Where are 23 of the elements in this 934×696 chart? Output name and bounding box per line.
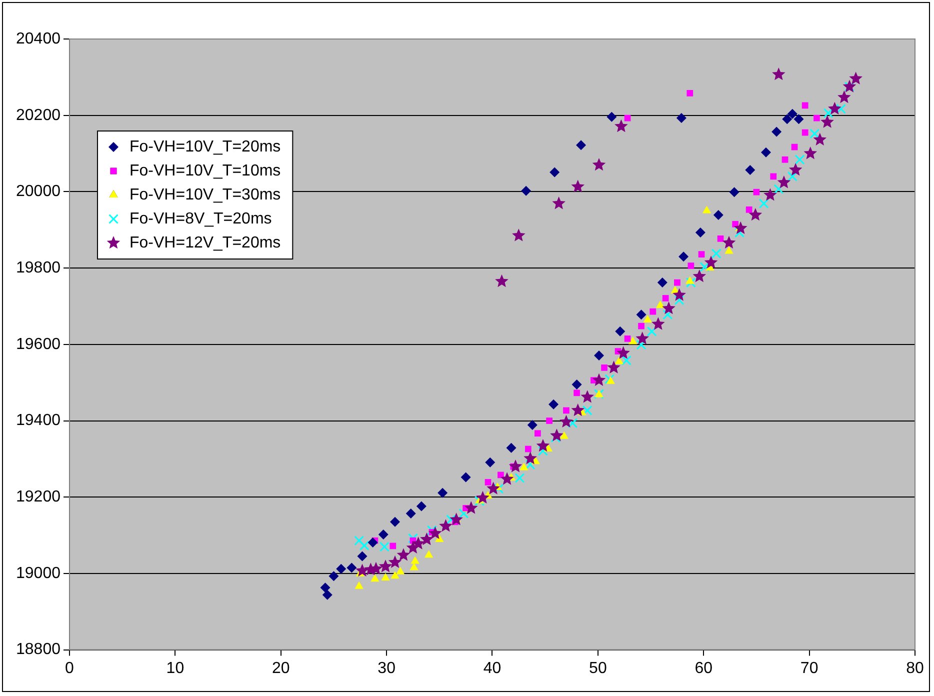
legend-label: Fo-VH=12V_T=20ms	[129, 234, 281, 252]
y-tick-label: 19600	[16, 336, 61, 353]
x-tick-label: 50	[589, 660, 607, 677]
y-tick-label: 19400	[16, 412, 61, 430]
x-tick-label: 40	[483, 660, 502, 677]
y-tick-label: 19000	[16, 564, 61, 582]
y-tick-label: 20400	[16, 30, 61, 48]
x-tick-label: 80	[906, 660, 924, 677]
x-tick-label: 10	[166, 660, 184, 677]
legend-label: Fo-VH=10V_T=10ms	[129, 162, 281, 180]
y-tick-label: 20000	[16, 183, 61, 200]
legend-label: Fo-VH=10V_T=20ms	[129, 138, 281, 156]
legend-label: Fo-VH=8V_T=20ms	[129, 210, 272, 228]
x-tick-label: 20	[272, 660, 290, 677]
legend-label: Fo-VH=10V_T=30ms	[129, 186, 281, 204]
y-tick-label: 20200	[16, 106, 61, 124]
y-tick-label: 19200	[16, 488, 61, 506]
y-tick-label: 19800	[16, 259, 61, 276]
x-tick-label: 70	[800, 660, 818, 677]
x-tick-label: 30	[378, 660, 396, 677]
x-tick-label: 60	[694, 660, 713, 677]
x-tick-label: 0	[65, 660, 74, 677]
y-tick-label: 18800	[16, 641, 61, 658]
